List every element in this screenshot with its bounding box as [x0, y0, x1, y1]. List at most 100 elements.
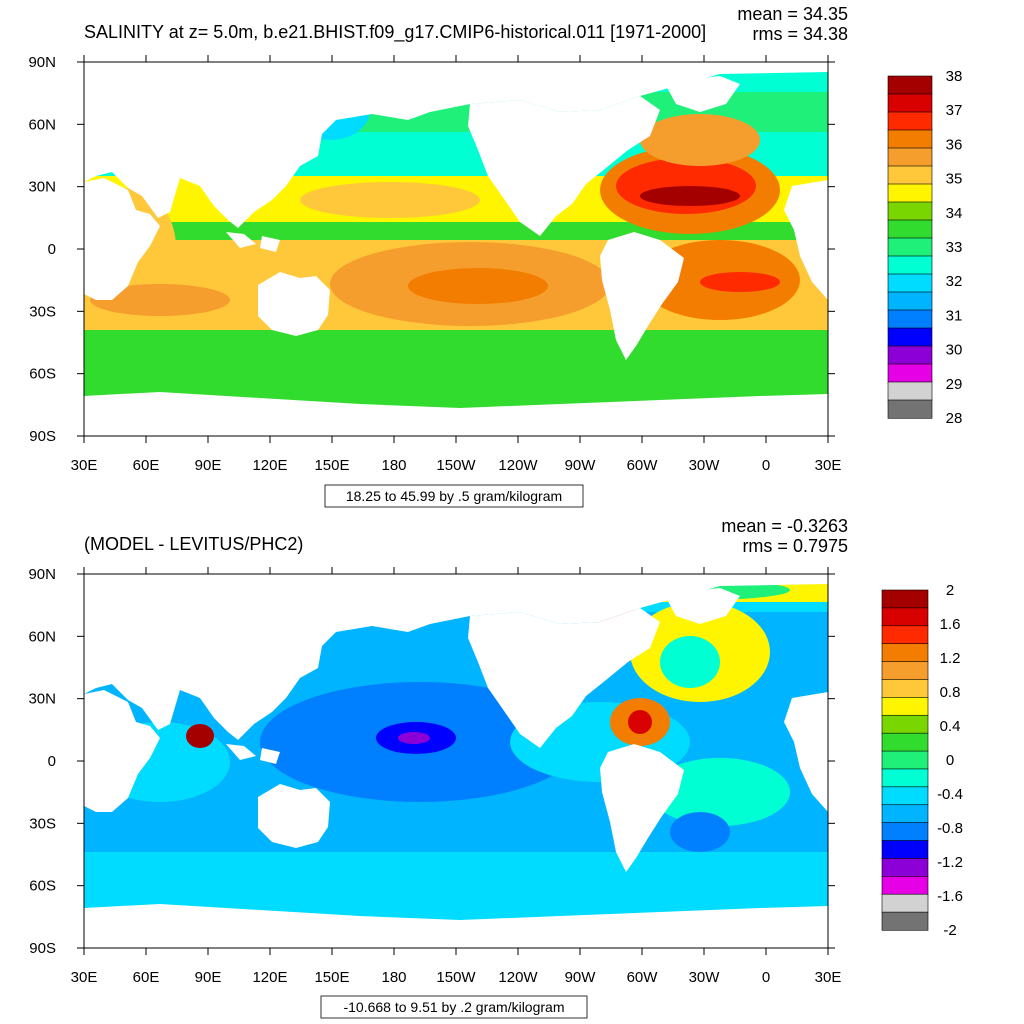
colorbar-label: 1.2: [940, 650, 961, 667]
colorbar-swatch: [887, 273, 933, 293]
colorbar-swatch: [881, 714, 929, 734]
colorbar-swatch: [881, 876, 929, 895]
colorbar-swatch: [881, 625, 929, 645]
colorbar-swatch: [881, 661, 929, 681]
x-tick-label: 180: [381, 457, 406, 474]
colorbar-label: 38: [946, 68, 963, 85]
colorbar-label: 32: [946, 273, 963, 290]
colorbar-label: 2: [946, 582, 954, 599]
y-tick-label: 30N: [28, 691, 56, 708]
salinity-y-axis: 90N 60N 30N 0 30S 60S 90S: [28, 54, 56, 445]
difference-map-panel: (MODEL - LEVITUS/PHC2) mean = -0.3263 rm…: [28, 516, 963, 1019]
colorbar-label: 36: [946, 136, 963, 153]
colorbar-swatch: [881, 607, 929, 627]
y-tick-label: 0: [48, 753, 56, 770]
colorbar-label: 0.8: [940, 684, 961, 701]
colorbar-swatch: [881, 732, 929, 752]
y-tick-label: 60N: [28, 116, 56, 133]
difference-colorbar: 2 1.6 1.2 0.8 0.4 0 -0.4 -0.8 -1.2 -1.6 -2: [881, 582, 963, 939]
colorbar-label: 31: [946, 307, 963, 324]
salinity-mean: mean = 34.35: [737, 4, 848, 24]
x-tick-label: 120W: [498, 969, 538, 986]
colorbar-swatch: [881, 893, 929, 913]
colorbar-swatch: [881, 858, 929, 877]
colorbar-label: 29: [946, 376, 963, 393]
colorbar-swatch: [887, 363, 933, 383]
colorbar-swatch: [887, 237, 933, 257]
difference-map-title: (MODEL - LEVITUS/PHC2): [84, 534, 303, 554]
difference-axis-ticks: [77, 567, 835, 955]
colorbar-label: 0.4: [940, 718, 961, 735]
colorbar-label: -1.2: [937, 854, 963, 871]
x-tick-label: 120E: [252, 457, 287, 474]
x-tick-label: 60E: [133, 969, 160, 986]
colorbar-label: 1.6: [940, 616, 961, 633]
y-tick-label: 30S: [29, 303, 56, 320]
salinity-axis-ticks: [77, 55, 835, 443]
x-tick-label: 30E: [815, 457, 842, 474]
colorbar-label: 37: [946, 102, 963, 119]
colorbar-label: 35: [946, 171, 963, 188]
colorbar-label: -1.6: [937, 888, 963, 905]
x-tick-label: 150W: [436, 969, 476, 986]
difference-y-axis: 90N 60N 30N 0 30S 60S 90S: [28, 566, 56, 957]
colorbar-swatch: [887, 381, 933, 401]
colorbar-swatch: [881, 750, 929, 770]
x-tick-label: 120E: [252, 969, 287, 986]
y-tick-label: 90S: [29, 940, 56, 957]
difference-range-box: [320, 995, 588, 1019]
colorbar-swatch: [881, 679, 929, 698]
salinity-range-note: 18.25 to 45.99 by .5 gram/kilogram: [346, 488, 562, 504]
x-tick-label: 90W: [565, 969, 597, 986]
colorbar-swatch: [881, 643, 929, 663]
y-tick-label: 30S: [29, 815, 56, 832]
colorbar-swatch: [887, 219, 933, 239]
salinity-x-axis: 30E 60E 90E 120E 150E 180 150W 120W 90W 60W 30W 0 30…: [71, 457, 842, 474]
colorbar-label: 34: [946, 205, 963, 222]
x-tick-label: 90E: [195, 457, 222, 474]
colorbar-swatch: [881, 589, 929, 609]
colorbar-swatch: [887, 165, 933, 185]
difference-x-axis: 30E 60E 90E 120E 150E 180 150W 120W 90W 60W 30W 0 30…: [71, 969, 842, 986]
x-tick-label: 180: [381, 969, 406, 986]
difference-range-note: -10.668 to 9.51 by .2 gram/kilogram: [343, 999, 564, 1015]
salinity-field: [84, 62, 828, 436]
y-tick-label: 90N: [28, 54, 56, 71]
colorbar-swatch: [887, 309, 933, 329]
colorbar-label: -0.4: [937, 786, 963, 803]
colorbar-swatch: [887, 291, 933, 311]
x-tick-label: 90W: [565, 457, 597, 474]
x-tick-label: 120W: [498, 457, 538, 474]
difference-rms: rms = 0.7975: [742, 536, 848, 556]
colorbar-swatch: [887, 345, 933, 365]
colorbar-swatch: [881, 822, 929, 842]
x-tick-label: 0: [762, 969, 770, 986]
y-tick-label: 30N: [28, 179, 56, 196]
x-tick-label: 90E: [195, 969, 222, 986]
colorbar-swatch: [881, 786, 929, 806]
colorbar-swatch: [887, 255, 933, 275]
x-tick-label: 60W: [627, 457, 659, 474]
colorbar-swatch: [887, 93, 933, 113]
x-tick-label: 150W: [436, 457, 476, 474]
colorbar-label: 33: [946, 239, 963, 256]
colorbar-swatch: [887, 201, 933, 221]
x-tick-label: 30E: [71, 457, 98, 474]
y-tick-label: 60S: [29, 366, 56, 383]
y-tick-label: 60S: [29, 878, 56, 895]
colorbar-swatch: [881, 840, 929, 860]
x-tick-label: 30W: [689, 457, 721, 474]
colorbar-swatch: [881, 697, 929, 716]
colorbar-swatch: [881, 804, 929, 824]
colorbar-swatch: [887, 399, 933, 419]
colorbar-swatch: [887, 327, 933, 347]
salinity-map-panel: SALINITY at z= 5.0m, b.e21.BHIST.f09_g17…: [28, 4, 963, 508]
colorbar-swatch: [887, 111, 933, 131]
colorbar-label: -0.8: [937, 820, 963, 837]
x-tick-label: 30E: [71, 969, 98, 986]
x-tick-label: 0: [762, 457, 770, 474]
difference-mean: mean = -0.3263: [721, 516, 848, 536]
salinity-range-box: [324, 484, 584, 508]
y-tick-label: 90S: [29, 428, 56, 445]
